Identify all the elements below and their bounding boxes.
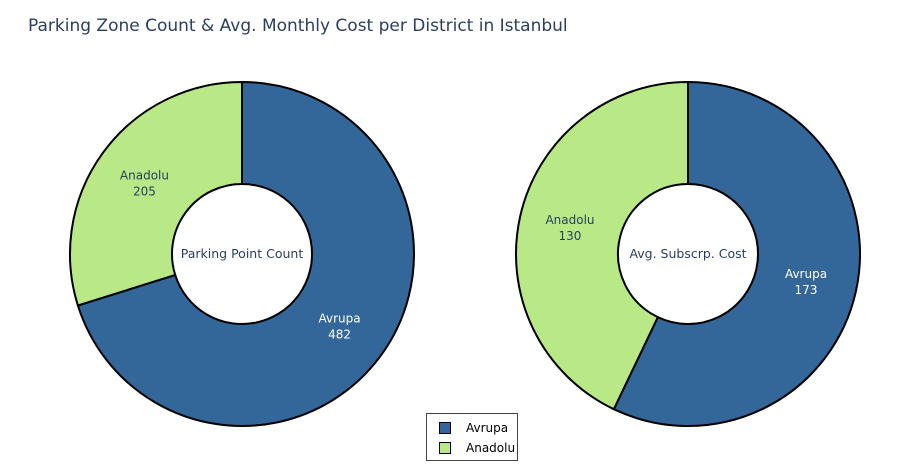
legend-swatch-avrupa	[439, 422, 451, 434]
center-label-1: Parking Point Count	[181, 246, 304, 261]
slice-label-avrupa-1: Avrupa 482	[318, 312, 360, 342]
slice-avrupa-1[interactable]	[76, 80, 415, 427]
legend-swatch-anadolu	[439, 442, 451, 454]
slice-label-avrupa-2: Avrupa 173	[785, 267, 827, 297]
slice-label-anadolu-2: Anadolu 130	[545, 213, 594, 243]
center-label-2: Avg. Subscrp. Cost	[629, 246, 746, 261]
slice-anadolu-1[interactable]	[69, 80, 243, 307]
legend-item-avrupa[interactable]: Avrupa	[439, 420, 508, 436]
chart-title: Parking Zone Count & Avg. Monthly Cost p…	[28, 16, 568, 36]
slice-label-anadolu-1: Anadolu 205	[120, 168, 169, 198]
legend-item-anadolu[interactable]: Anadolu	[439, 440, 515, 456]
slice-anadolu-2[interactable]	[515, 80, 689, 411]
legend-label-avrupa: Avrupa	[466, 421, 509, 435]
legend-label-anadolu: Anadolu	[466, 441, 516, 455]
legend[interactable]: Avrupa Anadolu	[426, 413, 518, 461]
donut-chart-1: Avrupa 482 Anadolu 205 Parking Point Count	[69, 80, 415, 427]
donut-chart-2: Avrupa 173 Anadolu 130 Avg. Subscrp. Cost	[515, 80, 861, 427]
slice-avrupa-2[interactable]	[612, 80, 861, 427]
